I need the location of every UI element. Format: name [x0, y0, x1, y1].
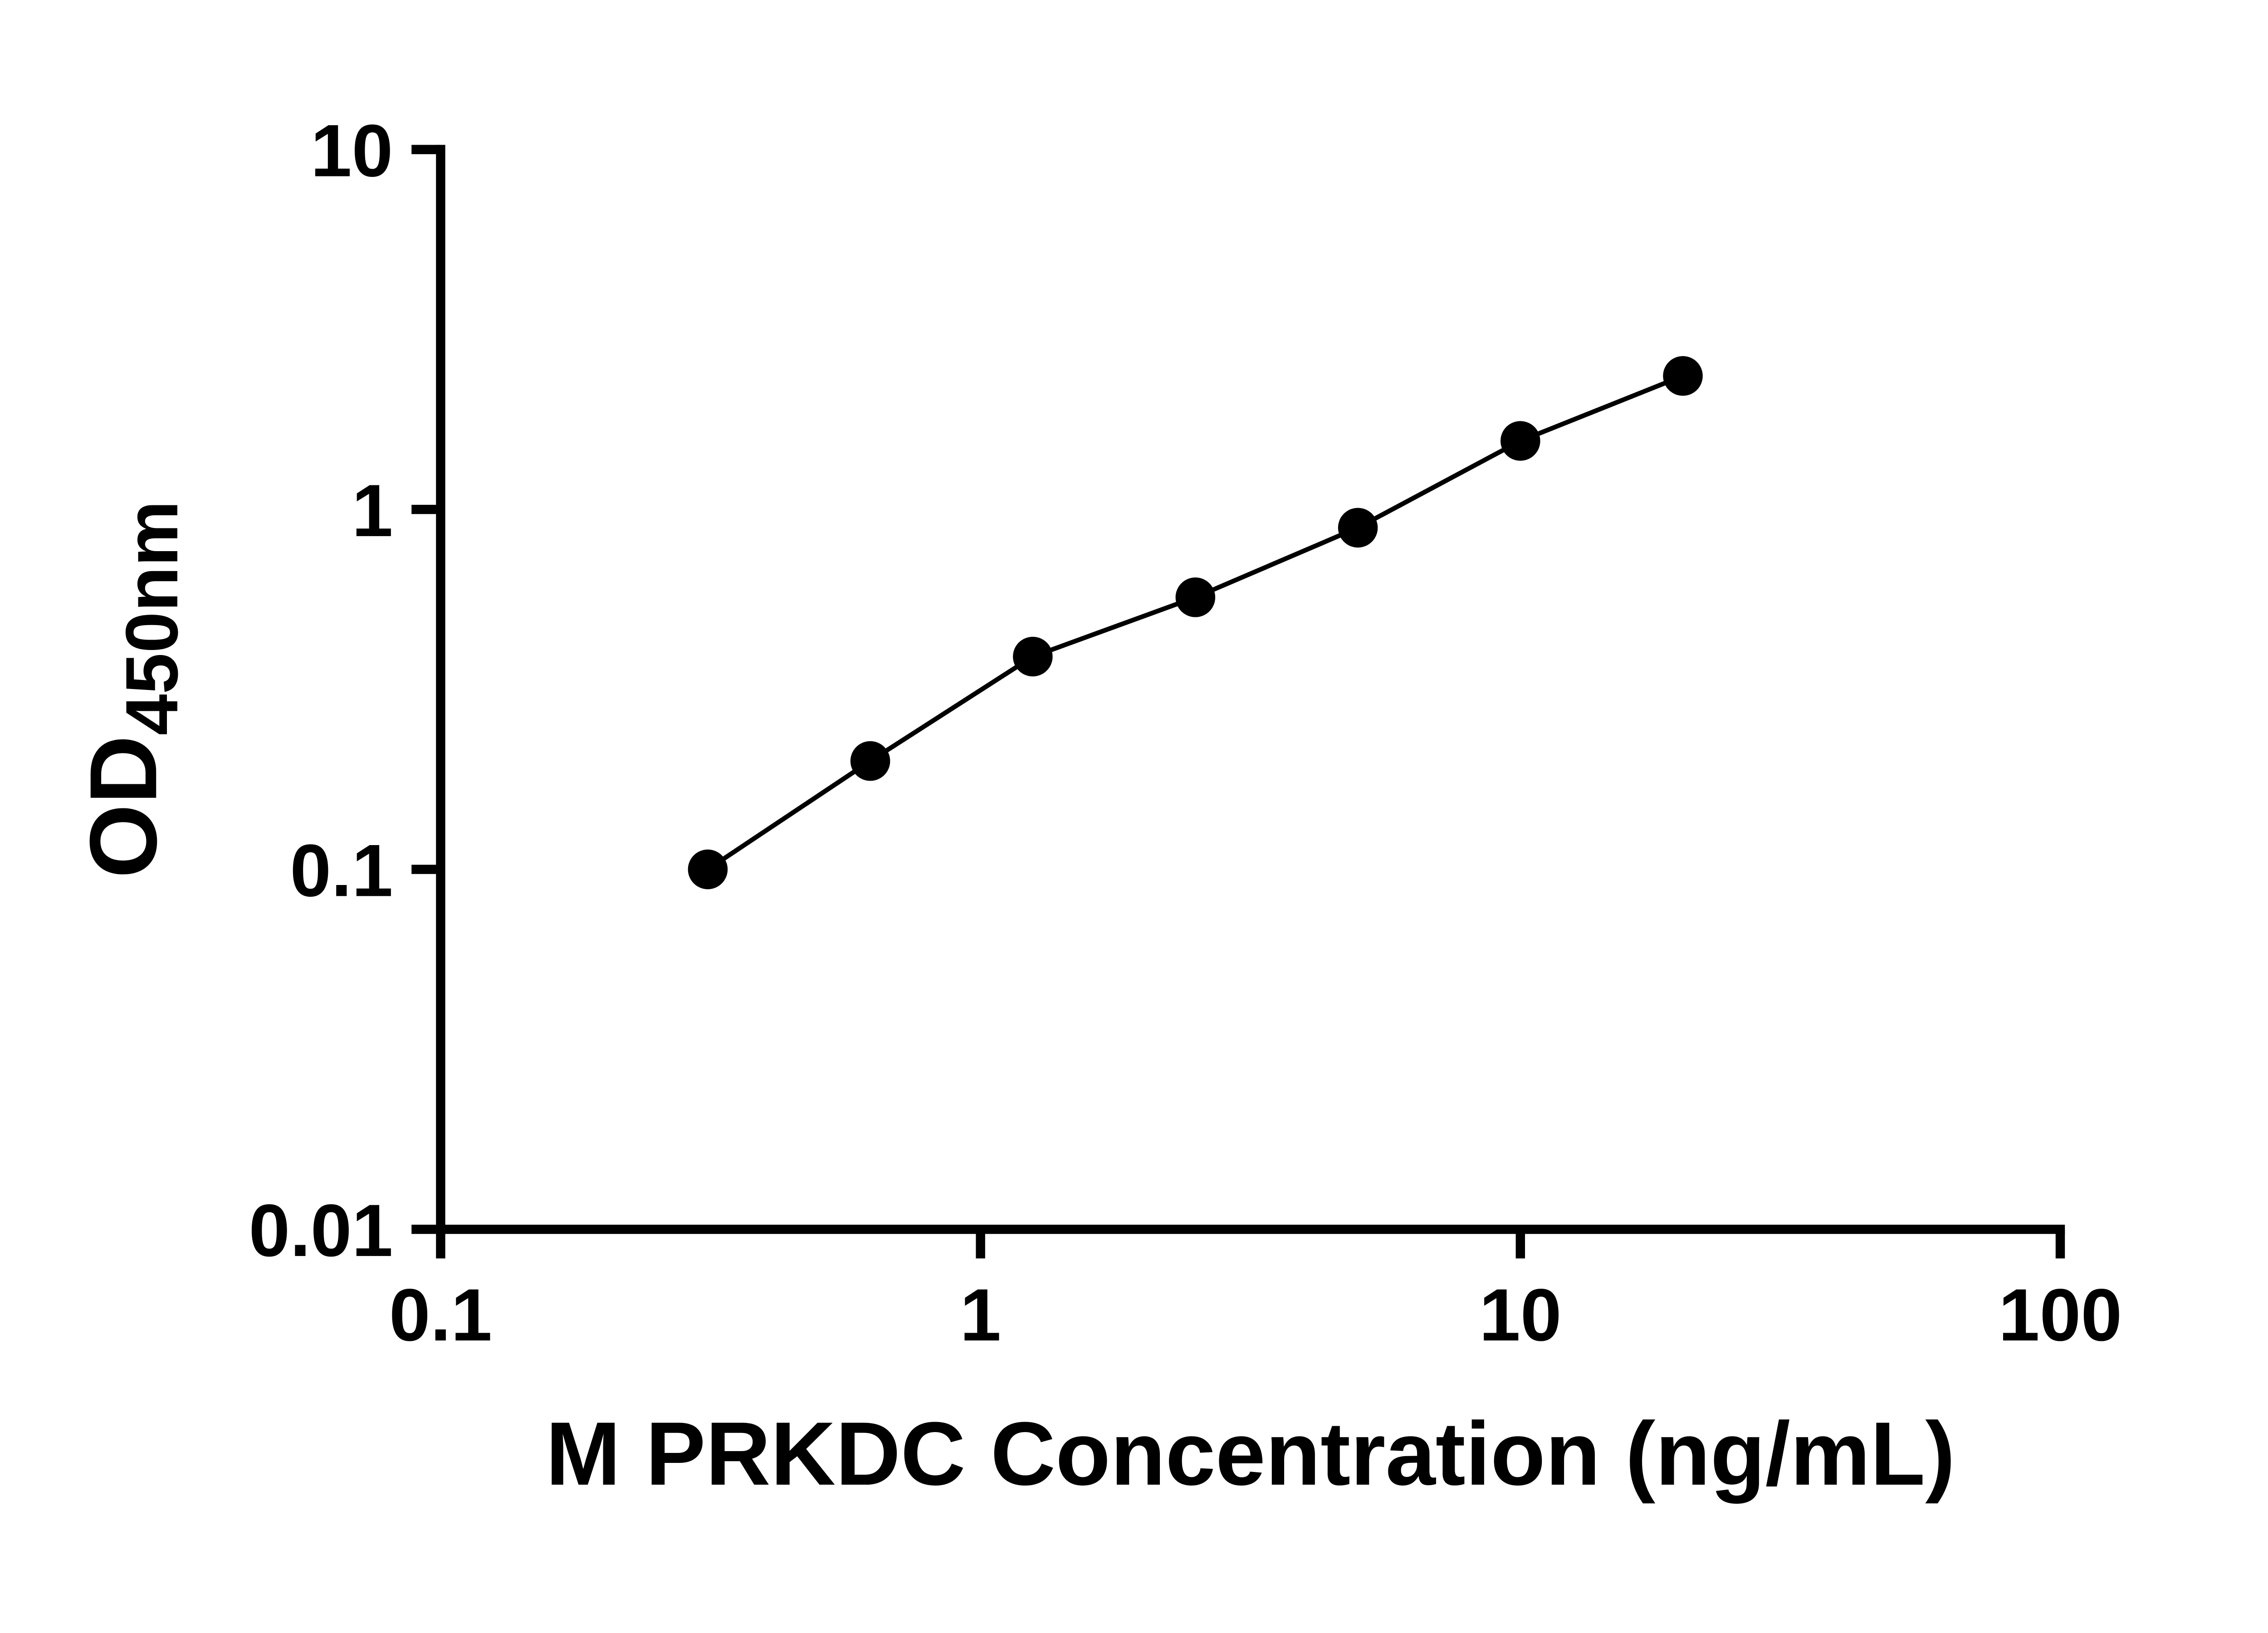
data-point — [1338, 508, 1378, 548]
y-axis-label-main: OD — [70, 735, 176, 878]
elisa-standard-curve-figure: 0.1 1 10 100 0.01 0.1 1 10 M PRKDC Concentrati… — [70, 109, 2122, 1505]
x-tick-label: 1 — [960, 1273, 1001, 1356]
x-tick-label: 0.1 — [389, 1273, 492, 1356]
y-tick-label: 10 — [311, 109, 393, 192]
data-point — [1501, 421, 1540, 461]
data-point — [1013, 636, 1053, 677]
data-point — [850, 741, 890, 781]
data-point — [688, 849, 728, 890]
y-axis-label-subscript: 450nm — [110, 501, 193, 736]
y-tick-label: 1 — [352, 469, 393, 552]
x-tick-label: 10 — [1479, 1273, 1562, 1356]
data-point — [1175, 577, 1216, 617]
axes — [436, 145, 2065, 1234]
x-axis-label: M PRKDC Concentration (ng/mL) — [546, 1403, 1955, 1504]
y-axis-label: OD450nm — [70, 501, 193, 879]
x-axis-ticks: 0.1 1 10 100 — [389, 1229, 2122, 1356]
data-point — [1663, 356, 1703, 396]
x-tick-label: 100 — [1999, 1273, 2122, 1356]
y-axis-ticks: 0.01 0.1 1 10 — [249, 109, 441, 1272]
data-series — [688, 356, 1703, 890]
y-tick-label: 0.1 — [290, 829, 393, 912]
y-tick-label: 0.01 — [249, 1189, 393, 1272]
